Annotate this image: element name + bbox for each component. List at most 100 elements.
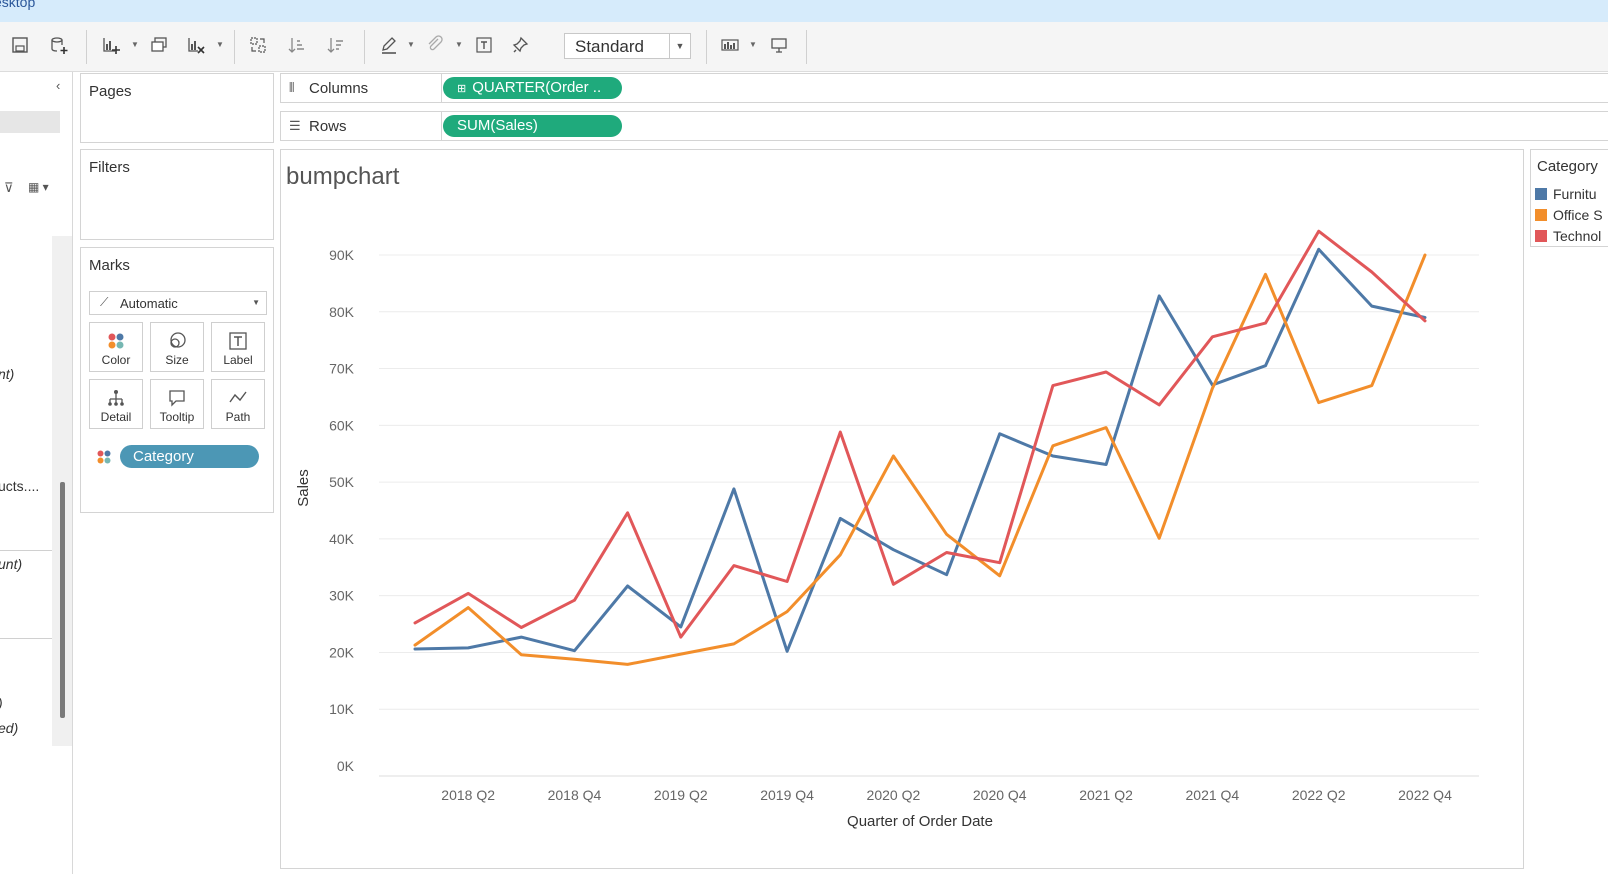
chevron-down-icon[interactable]: ▼ xyxy=(252,298,260,307)
detail-button[interactable]: Detail xyxy=(89,379,143,429)
x-tick-label: 2018 Q4 xyxy=(548,787,602,803)
series-line xyxy=(413,253,1427,666)
sort-ascending-icon[interactable] xyxy=(286,34,308,56)
y-tick-label: 30K xyxy=(329,588,355,604)
y-tick-label: 70K xyxy=(329,361,355,377)
legend-swatch xyxy=(1535,188,1547,200)
text-label-icon[interactable] xyxy=(473,34,495,56)
chart-title: bumpchart xyxy=(286,163,400,190)
columns-shelf[interactable]: ⫴ Columns ⊞ QUARTER(Order .. xyxy=(280,73,1608,103)
label-button[interactable]: Label xyxy=(211,322,265,372)
filters-card[interactable]: Filters xyxy=(80,149,274,240)
rows-icon: ☰ xyxy=(289,118,301,133)
data-pane: ‹ ⊽ ▦ ▾ nt) ucts.... unt) ) ed) xyxy=(0,72,73,874)
color-button[interactable]: Color xyxy=(89,322,143,372)
title-bar: esktop xyxy=(0,0,1608,22)
sort-descending-icon[interactable] xyxy=(325,34,347,56)
duplicate-sheet-icon[interactable] xyxy=(148,34,170,56)
field-fragment[interactable]: unt) xyxy=(0,556,23,572)
marks-title: Marks xyxy=(89,257,130,274)
chevron-down-icon[interactable]: ▼ xyxy=(669,34,690,58)
line-mark-icon: ⟋ xyxy=(100,295,109,309)
save-icon[interactable] xyxy=(9,34,31,56)
toolbar: ▼ ▼ ▼ ▼ Standard ▼ ▼ xyxy=(0,22,1608,72)
field-fragment[interactable]: ) xyxy=(0,695,3,711)
y-tick-label: 50K xyxy=(329,474,355,490)
view-list-icon[interactable]: ▦ ▾ xyxy=(28,180,49,194)
size-button[interactable]: Size xyxy=(150,322,204,372)
series-line xyxy=(413,247,1427,653)
filter-icon[interactable]: ⊽ xyxy=(4,180,14,195)
chevron-down-icon[interactable]: ▼ xyxy=(407,40,415,49)
legend-item[interactable]: Technol xyxy=(1535,228,1601,246)
legend[interactable]: Category Furnitu Office S Technol xyxy=(1530,149,1608,247)
show-me-icon[interactable] xyxy=(719,34,741,56)
group-icon[interactable] xyxy=(424,34,446,56)
rows-pill[interactable]: SUM(Sales) xyxy=(443,115,622,137)
window-title: esktop xyxy=(0,0,36,10)
color-icon xyxy=(108,333,124,349)
legend-label: Technol xyxy=(1553,228,1602,244)
y-tick-label: 90K xyxy=(329,247,355,263)
x-tick-label: 2021 Q2 xyxy=(1079,787,1133,803)
presentation-icon[interactable] xyxy=(768,34,790,56)
chevron-down-icon[interactable]: ▼ xyxy=(131,40,139,49)
rows-label: Rows xyxy=(309,118,347,135)
label-icon xyxy=(229,332,247,350)
x-tick-label: 2020 Q4 xyxy=(973,787,1027,803)
y-axis-label: Sales xyxy=(295,469,312,507)
y-tick-label: 40K xyxy=(329,531,355,547)
field-fragment[interactable]: ed) xyxy=(0,720,19,736)
chevron-down-icon[interactable]: ▼ xyxy=(749,40,757,49)
new-worksheet-icon[interactable] xyxy=(100,34,122,56)
pages-title: Pages xyxy=(89,83,132,100)
category-color-pill[interactable]: Category xyxy=(120,445,259,468)
new-datasource-icon[interactable] xyxy=(48,34,70,56)
columns-icon: ⫴ xyxy=(289,80,295,95)
rows-shelf[interactable]: ☰ Rows SUM(Sales) xyxy=(280,111,1608,141)
legend-swatch xyxy=(1535,230,1547,242)
pages-card[interactable]: Pages xyxy=(80,73,274,143)
line-chart[interactable]: bumpchart 0K 10K 20K 30K 40K 50K 60K 70K 80K 90K 20… xyxy=(281,150,1523,868)
clear-sheet-icon[interactable] xyxy=(185,34,207,56)
detail-label: Detail xyxy=(100,410,132,424)
mark-type-select[interactable]: ⟋ Automatic ▼ xyxy=(89,291,267,315)
chevron-down-icon[interactable]: ▼ xyxy=(216,40,224,49)
path-button[interactable]: Path xyxy=(211,379,265,429)
detail-icon xyxy=(108,390,124,406)
legend-item[interactable]: Office S xyxy=(1535,207,1603,225)
columns-pill[interactable]: ⊞ QUARTER(Order .. xyxy=(443,77,622,99)
field-fragment[interactable]: ucts.... xyxy=(0,478,40,494)
highlight-icon[interactable] xyxy=(378,34,400,56)
color-label: Color xyxy=(101,353,131,367)
x-tick-label: 2019 Q4 xyxy=(760,787,814,803)
tooltip-button[interactable]: Tooltip xyxy=(150,379,204,429)
field-fragment[interactable]: nt) xyxy=(0,366,15,382)
collapse-icon[interactable]: ‹ xyxy=(56,78,61,93)
chevron-down-icon[interactable]: ▼ xyxy=(455,40,463,49)
tooltip-label: Tooltip xyxy=(159,410,195,424)
filters-title: Filters xyxy=(89,159,130,176)
fit-select[interactable]: Standard ▼ xyxy=(564,33,691,59)
size-icon xyxy=(170,332,186,348)
expand-icon[interactable]: ⊞ xyxy=(457,83,467,95)
scrollbar-thumb[interactable] xyxy=(60,482,65,718)
color-icon xyxy=(97,450,111,464)
x-axis-label: Quarter of Order Date xyxy=(847,813,993,830)
size-label: Size xyxy=(165,353,189,367)
legend-label: Furnitu xyxy=(1553,186,1597,202)
x-tick-label: 2022 Q4 xyxy=(1398,787,1452,803)
x-tick-label: 2019 Q2 xyxy=(654,787,708,803)
chart-area[interactable]: bumpchart 0K 10K 20K 30K 40K 50K 60K 70K 80K 90K 20… xyxy=(280,149,1524,869)
x-tick-label: 2022 Q2 xyxy=(1292,787,1346,803)
legend-title: Category xyxy=(1537,158,1598,175)
search-field[interactable] xyxy=(0,111,60,133)
path-icon xyxy=(229,391,247,403)
path-label: Path xyxy=(225,410,251,424)
legend-label: Office S xyxy=(1553,207,1603,223)
fit-select-value: Standard xyxy=(575,37,644,56)
legend-item[interactable]: Furnitu xyxy=(1535,186,1597,204)
pin-icon[interactable] xyxy=(510,34,532,56)
x-tick-label: 2021 Q4 xyxy=(1186,787,1240,803)
swap-icon[interactable] xyxy=(247,34,269,56)
